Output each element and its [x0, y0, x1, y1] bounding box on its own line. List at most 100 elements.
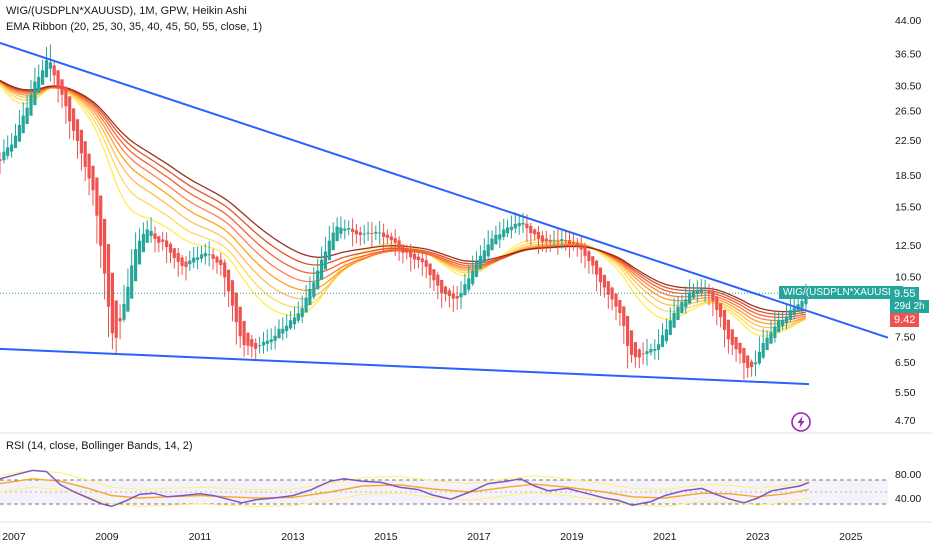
candle-body[interactable] [734, 336, 738, 350]
candle-body[interactable] [87, 153, 91, 179]
candle-body[interactable] [509, 226, 513, 231]
candle-body[interactable] [188, 260, 192, 265]
candle-body[interactable] [401, 244, 405, 253]
candle-body[interactable] [645, 351, 649, 354]
candle-body[interactable] [583, 246, 587, 256]
ema-line-25[interactable] [0, 82, 807, 333]
candle-body[interactable] [374, 231, 378, 234]
candle-body[interactable] [695, 290, 699, 294]
candle-body[interactable] [486, 244, 490, 257]
candle-body[interactable] [416, 256, 420, 260]
candle-body[interactable] [668, 320, 672, 336]
candle-body[interactable] [72, 108, 76, 131]
candle-body[interactable] [343, 228, 347, 231]
candle-body[interactable] [548, 240, 552, 242]
candle-body[interactable] [474, 261, 479, 278]
candle-body[interactable] [653, 349, 657, 351]
candle-body[interactable] [10, 144, 14, 152]
candle-body[interactable] [95, 177, 99, 216]
candle-body[interactable] [33, 81, 37, 106]
candle-body[interactable] [192, 257, 196, 263]
candle-body[interactable] [323, 251, 327, 270]
candle-body[interactable] [215, 256, 219, 263]
candle-body[interactable] [443, 286, 448, 295]
ema-line-40[interactable] [0, 80, 807, 322]
candle-body[interactable] [513, 223, 517, 229]
candle-body[interactable] [699, 289, 703, 293]
candle-body[interactable] [103, 218, 107, 274]
candle-body[interactable] [432, 269, 436, 281]
candle-body[interactable] [230, 280, 235, 306]
candle-body[interactable] [289, 320, 293, 329]
candle-body[interactable] [273, 335, 277, 341]
candle-body[interactable] [281, 328, 285, 334]
candle-body[interactable] [746, 355, 750, 368]
candle-body[interactable] [575, 242, 579, 246]
candle-body[interactable] [618, 300, 622, 314]
candle-body[interactable] [316, 270, 320, 290]
candle-body[interactable] [83, 141, 87, 168]
candle-body[interactable] [517, 223, 521, 227]
candle-body[interactable] [447, 290, 451, 297]
candle-body[interactable] [172, 248, 176, 259]
candle-body[interactable] [211, 254, 215, 259]
candle-body[interactable] [571, 242, 575, 244]
candle-body[interactable] [587, 251, 591, 262]
candle-body[interactable] [800, 301, 804, 308]
candle-body[interactable] [560, 239, 564, 242]
candle-body[interactable] [60, 79, 64, 95]
candle-body[interactable] [327, 240, 331, 261]
candle-body[interactable] [246, 332, 250, 346]
candle-body[interactable] [13, 135, 18, 149]
candle-body[interactable] [657, 344, 661, 350]
candle-body[interactable] [130, 265, 134, 299]
candle-body[interactable] [533, 229, 537, 235]
ema-line-45[interactable] [0, 80, 807, 319]
candle-body[interactable] [494, 234, 498, 245]
candle-body[interactable] [141, 233, 145, 253]
candle-body[interactable] [579, 244, 583, 250]
candle-body[interactable] [41, 70, 45, 85]
candle-body[interactable] [153, 233, 157, 239]
candle-body[interactable] [451, 293, 455, 299]
candle-body[interactable] [17, 125, 21, 142]
candle-body[interactable] [637, 349, 641, 358]
candle-body[interactable] [250, 339, 254, 347]
candle-body[interactable] [567, 240, 572, 244]
candle-body[interactable] [110, 272, 114, 334]
candle-body[interactable] [370, 233, 374, 235]
candle-body[interactable] [331, 232, 335, 251]
candle-body[interactable] [296, 313, 300, 321]
candle-body[interactable] [68, 96, 72, 122]
candle-body[interactable] [126, 286, 130, 312]
candle-body[interactable] [773, 326, 777, 339]
candle-body[interactable] [544, 238, 548, 242]
candle-body[interactable] [525, 223, 529, 229]
candle-body[interactable] [2, 151, 6, 161]
candle-body[interactable] [292, 317, 297, 325]
candle-body[interactable] [106, 244, 111, 307]
candle-body[interactable] [397, 240, 401, 249]
candle-body[interactable] [688, 292, 692, 304]
candle-body[interactable] [490, 238, 494, 251]
candle-body[interactable] [347, 228, 351, 230]
candle-body[interactable] [265, 340, 269, 344]
candle-body[interactable] [234, 292, 238, 323]
candle-body[interactable] [149, 230, 153, 236]
candle-body[interactable] [269, 339, 273, 343]
candle-body[interactable] [227, 269, 231, 292]
rsi-line[interactable] [0, 469, 810, 508]
candle-body[interactable] [378, 232, 382, 234]
support-trendline[interactable] [0, 347, 810, 386]
candle-body[interactable] [463, 284, 467, 296]
candle-body[interactable] [285, 325, 289, 332]
candle-body[interactable] [37, 76, 41, 93]
candle-body[interactable] [684, 299, 688, 308]
candle-body[interactable] [362, 233, 366, 235]
candle-body[interactable] [308, 288, 312, 305]
candle-body[interactable] [320, 259, 324, 280]
candle-body[interactable] [134, 249, 138, 282]
candle-body[interactable] [792, 307, 796, 315]
candle-body[interactable] [498, 234, 502, 240]
candle-body[interactable] [556, 240, 560, 242]
